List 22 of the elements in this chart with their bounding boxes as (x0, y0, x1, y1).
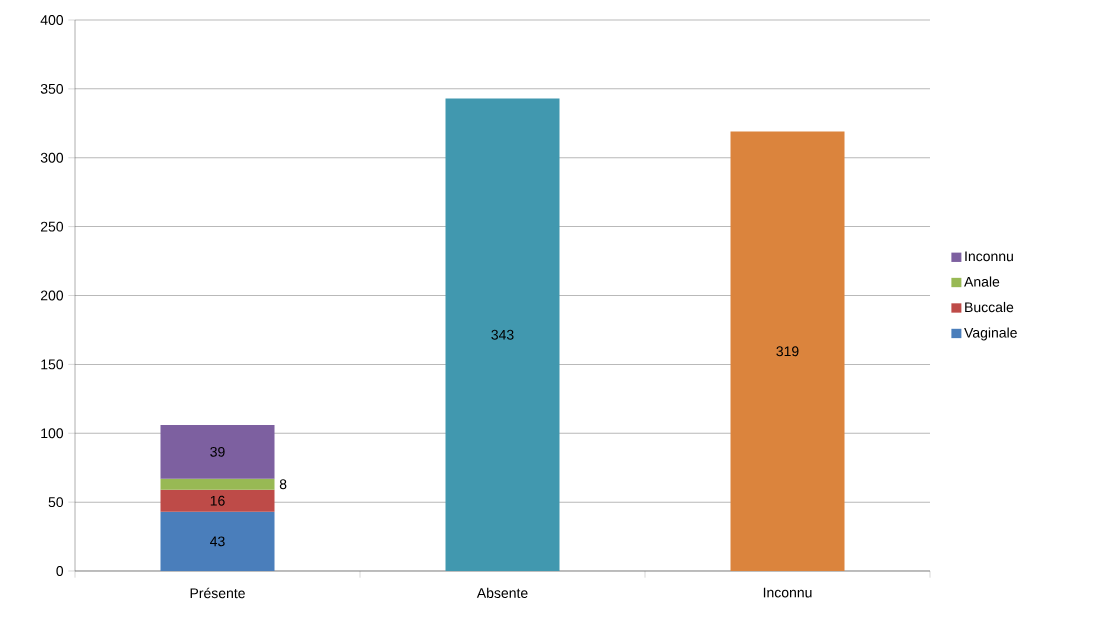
y-tick-label: 200 (40, 290, 64, 301)
x-tick-label: Présente (190, 587, 245, 599)
x-tick-label: Absente (476, 587, 528, 598)
legend-label: Vaginale (964, 327, 1017, 341)
legend-label: Anale (964, 276, 1000, 287)
data-label: 343 (491, 329, 514, 340)
legend-label: Buccale (965, 301, 1014, 313)
data-label: 39 (210, 446, 225, 457)
y-tick-label: 50 (48, 497, 64, 508)
legend-label: Inconnu (965, 251, 1013, 262)
data-label: 8 (279, 479, 287, 490)
y-tick-label: 100 (41, 428, 64, 439)
y-tick-label: 300 (40, 152, 64, 163)
x-tick-label: Inconnu (763, 587, 812, 598)
y-tick-label: 350 (40, 83, 64, 94)
y-tick-label: 0 (56, 566, 64, 576)
y-tick-label: 400 (40, 15, 64, 25)
y-tick-label: 250 (40, 221, 64, 232)
y-tick-label: 150 (41, 359, 64, 370)
data-label: 43 (210, 536, 225, 547)
data-label: 319 (776, 346, 799, 357)
data-label: 16 (210, 495, 225, 506)
